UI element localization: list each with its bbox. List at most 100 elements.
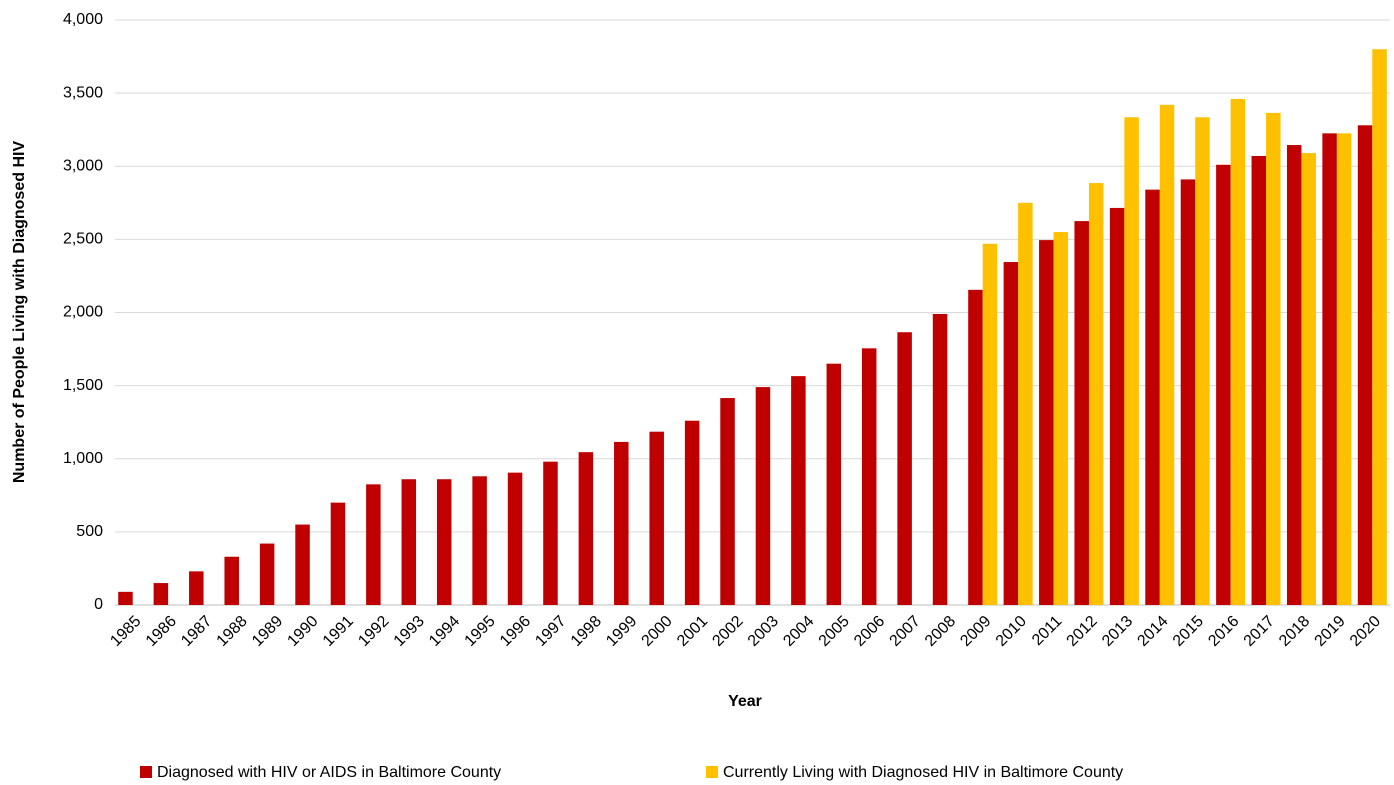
bar [1372, 49, 1387, 605]
y-tick-label: 3,500 [63, 84, 103, 101]
x-tick-label: 2016 [1205, 613, 1242, 650]
bar [1301, 153, 1316, 605]
bar [1003, 262, 1019, 605]
x-tick-label: 1991 [320, 613, 357, 650]
x-tick-label: 2007 [886, 613, 923, 650]
x-tick-label: 2001 [674, 613, 711, 650]
bar [1286, 145, 1302, 605]
bar [401, 479, 417, 605]
bar [614, 441, 629, 605]
x-tick-label: 1996 [497, 613, 534, 650]
bar [826, 363, 842, 605]
bar [507, 472, 523, 605]
x-tick-label: 2015 [1170, 613, 1207, 650]
bar [968, 289, 983, 605]
bar [1216, 164, 1231, 605]
bar [1074, 221, 1089, 605]
bar [259, 543, 275, 605]
bar [1251, 156, 1267, 605]
bar [684, 420, 700, 605]
x-tick-label: 2006 [851, 613, 888, 650]
y-tick-label: 1,000 [63, 450, 103, 467]
bar [295, 524, 310, 605]
bar [118, 591, 133, 605]
bar [1180, 179, 1196, 605]
bar [330, 502, 346, 605]
bar [543, 461, 558, 605]
y-tick-label: 3,000 [63, 157, 103, 174]
x-tick-label: 1987 [178, 613, 215, 650]
x-tick-label: 1992 [355, 613, 392, 650]
legend-swatch [706, 766, 718, 778]
bar [436, 479, 452, 605]
bar [1195, 117, 1210, 605]
x-tick-label: 1985 [107, 613, 144, 650]
bar [932, 313, 948, 605]
bar [755, 387, 771, 605]
y-tick-label: 4,000 [63, 11, 103, 28]
x-tick-label: 1990 [284, 613, 321, 650]
bar [982, 243, 998, 605]
x-tick-label: 1989 [249, 613, 286, 650]
bar [1159, 104, 1175, 605]
bar [1145, 189, 1160, 605]
x-tick-label: 2004 [780, 613, 817, 650]
x-tick-label: 1988 [214, 613, 251, 650]
bar [578, 452, 594, 605]
y-axis-title: Number of People Living with Diagnosed H… [11, 141, 28, 484]
x-tick-label: 1995 [461, 613, 498, 650]
bar [153, 583, 169, 605]
x-tick-label: 1994 [426, 613, 463, 650]
x-tick-label: 2019 [1311, 613, 1348, 650]
x-tick-label: 2000 [639, 613, 676, 650]
bar [791, 376, 806, 605]
x-tick-label: 2017 [1241, 613, 1278, 650]
bar [1266, 112, 1281, 606]
bar [1109, 207, 1125, 605]
x-tick-label: 2005 [816, 613, 853, 650]
x-tick-label: 2012 [1064, 613, 1101, 650]
legend-label: Diagnosed with HIV or AIDS in Baltimore … [157, 764, 501, 781]
legend-swatch [140, 766, 152, 778]
x-tick-label: 2009 [957, 613, 994, 650]
bar [1039, 240, 1054, 605]
bar [861, 348, 877, 605]
legend-label: Currently Living with Diagnosed HIV in B… [723, 764, 1123, 781]
bar [189, 571, 204, 605]
y-tick-label: 500 [76, 523, 103, 540]
x-tick-label: 1998 [568, 613, 605, 650]
bar [1357, 125, 1373, 606]
bar [1322, 133, 1337, 605]
bar [1230, 98, 1246, 605]
x-tick-label: 1999 [603, 613, 640, 650]
x-tick-label: 2020 [1347, 613, 1384, 650]
bar [1088, 183, 1104, 605]
x-tick-label: 2011 [1029, 613, 1065, 649]
bar [366, 484, 381, 605]
bar [897, 332, 912, 605]
x-tick-label: 1993 [391, 613, 428, 650]
bar [472, 476, 487, 605]
x-tick-label: 1997 [532, 613, 569, 650]
x-tick-label: 2002 [709, 613, 746, 650]
y-tick-label: 1,500 [63, 377, 103, 394]
x-tick-label: 2014 [1134, 613, 1171, 650]
x-tick-label: 1986 [143, 613, 180, 650]
bar [649, 431, 664, 605]
x-tick-label: 2010 [993, 613, 1030, 650]
x-tick-label: 2003 [745, 613, 782, 650]
bar [1018, 202, 1033, 605]
y-tick-label: 2,000 [63, 304, 103, 321]
bar [1053, 232, 1069, 605]
bar [224, 556, 239, 605]
x-tick-label: 2008 [922, 613, 959, 650]
x-tick-label: 2013 [1099, 613, 1136, 650]
bar [720, 398, 735, 605]
x-axis-title: Year [728, 693, 762, 710]
y-tick-label: 2,500 [63, 231, 103, 248]
y-tick-label: 0 [94, 596, 103, 613]
x-tick-label: 2018 [1276, 613, 1313, 650]
bar [1336, 133, 1352, 605]
bar [1124, 117, 1139, 605]
